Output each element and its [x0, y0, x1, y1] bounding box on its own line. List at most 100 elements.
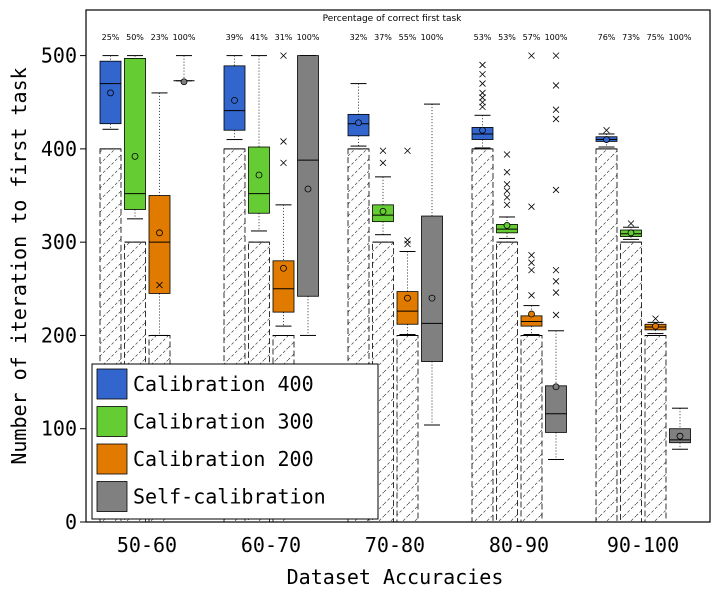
reference-bar	[396, 335, 419, 523]
outlier-marker	[552, 106, 560, 113]
legend-swatch	[96, 406, 128, 437]
outlier-marker	[280, 159, 287, 167]
outlier-marker	[652, 315, 659, 322]
box	[396, 291, 419, 325]
outlier-marker	[156, 281, 163, 289]
mean-marker	[255, 171, 263, 179]
mean-marker	[107, 89, 114, 97]
reference-bar	[595, 148, 618, 523]
y-tick-label: 500	[41, 44, 77, 68]
outlier-marker	[552, 115, 560, 123]
percentage-label: 50%	[126, 33, 144, 42]
percentage-label: 100%	[545, 33, 568, 42]
outlier-marker	[528, 52, 535, 59]
percentage-label: 100%	[297, 33, 320, 42]
outlier-marker	[552, 82, 560, 89]
legend-swatch	[96, 481, 128, 512]
box	[297, 55, 319, 297]
percentage-label: 39%	[226, 33, 244, 42]
x-axis-label: Dataset Accuracies	[287, 565, 504, 589]
outlier-marker	[479, 89, 486, 97]
mean-marker	[131, 152, 139, 160]
reference-bar	[496, 241, 518, 523]
outlier-marker	[552, 289, 560, 296]
x-tick-label: 60-70	[241, 533, 301, 557]
outlier-marker	[479, 98, 486, 106]
y-tick-label: 0	[65, 510, 77, 534]
outlier-marker	[552, 278, 560, 285]
outlier-marker	[503, 187, 511, 195]
legend-label: Self-calibration	[133, 485, 326, 509]
percentage-label: 100%	[421, 33, 444, 42]
x-tick-label: 50-60	[117, 533, 177, 557]
mean-marker	[180, 78, 188, 86]
percentage-label: 32%	[350, 33, 368, 42]
outlier-marker	[503, 194, 511, 201]
outlier-marker	[528, 259, 535, 266]
outlier-marker	[528, 292, 535, 299]
mean-marker	[552, 383, 560, 391]
outlier-marker	[404, 147, 411, 155]
legend-label: Calibration 400	[133, 372, 314, 396]
percentage-label: 25%	[102, 33, 120, 42]
outlier-marker	[479, 70, 486, 78]
mean-marker	[676, 432, 684, 440]
outlier-marker	[479, 94, 486, 101]
outlier-marker	[503, 168, 511, 176]
reference-bar	[620, 241, 642, 523]
outlier-marker	[528, 251, 535, 259]
mean-marker	[652, 322, 659, 330]
y-tick-label: 200	[41, 323, 77, 347]
percentage-label: 53%	[498, 33, 516, 42]
percentage-label: 55%	[399, 33, 417, 42]
outlier-marker	[603, 126, 610, 134]
percentage-label: 53%	[474, 33, 492, 42]
legend: Calibration 400 Calibration 300 Calibratio…	[91, 363, 379, 520]
legend-label: Calibration 200	[133, 447, 314, 471]
box	[272, 260, 295, 313]
outlier-marker	[479, 61, 486, 69]
mean-marker	[428, 294, 436, 302]
mean-marker	[528, 310, 535, 318]
mean-marker	[404, 294, 411, 302]
outlier-marker	[528, 203, 535, 210]
percentage-label: 100%	[173, 33, 196, 42]
box	[248, 146, 270, 214]
outlier-marker	[479, 103, 486, 111]
outlier-marker	[280, 138, 287, 145]
legend-box	[91, 363, 379, 520]
x-tick-label: 80-90	[489, 533, 549, 557]
mean-marker	[355, 119, 362, 127]
percentage-label: 76%	[598, 33, 616, 42]
x-tick-label: 70-80	[365, 533, 425, 557]
outlier-marker	[552, 311, 560, 319]
percentage-label: 57%	[523, 33, 541, 42]
legend-label: Calibration 300	[133, 410, 314, 434]
outlier-marker	[479, 80, 486, 87]
x-tick-label: 90-100	[607, 533, 679, 557]
reference-bar	[471, 148, 494, 523]
y-tick-label: 100	[41, 417, 77, 441]
percentage-label: 75%	[647, 33, 665, 42]
outlier-marker	[280, 52, 287, 59]
mean-marker	[379, 207, 387, 215]
outlier-marker	[552, 52, 560, 59]
y-tick-label: 300	[41, 230, 77, 254]
outlier-marker	[627, 220, 635, 227]
outlier-marker	[404, 237, 411, 244]
box	[545, 385, 567, 433]
y-tick-label: 400	[41, 137, 77, 161]
mean-marker	[156, 229, 163, 237]
outlier-marker	[379, 159, 387, 167]
axis-layer: 25% 39% 32% 53% 76% 50% 41% 37% 53% 73% 23% 31% 55% 5…	[41, 33, 692, 557]
mean-marker	[503, 221, 511, 229]
box	[148, 195, 171, 294]
box-layer	[99, 52, 691, 461]
outlier-marker	[552, 186, 560, 194]
mean-marker	[280, 264, 287, 272]
outlier-marker	[503, 201, 511, 209]
percentage-label: 31%	[275, 33, 293, 42]
outlier-marker	[503, 151, 511, 158]
mean-marker	[603, 136, 610, 143]
